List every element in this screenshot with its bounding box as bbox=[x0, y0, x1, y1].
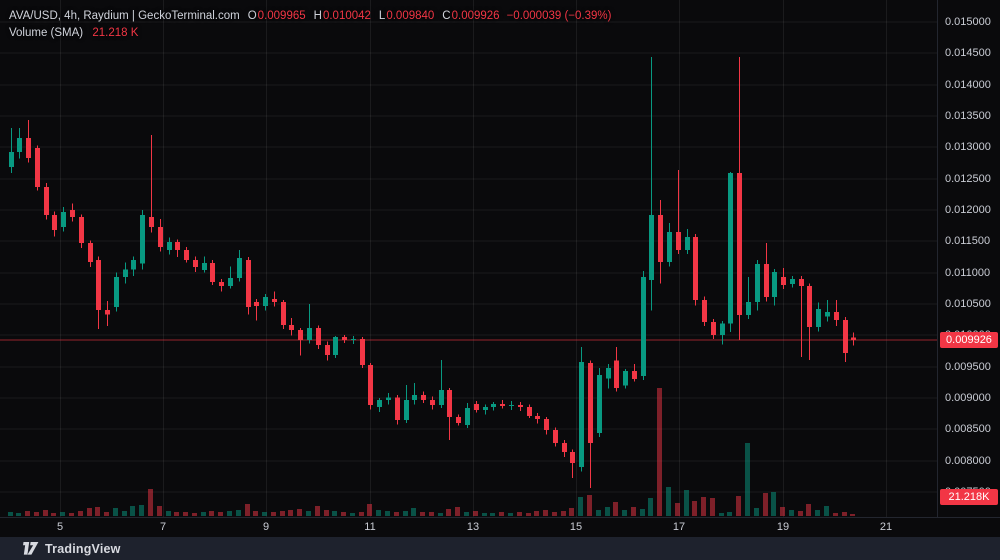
chart-legend: AVA/USD, 4h, Raydium | GeckoTerminal.com… bbox=[9, 8, 611, 42]
price-axis-label: 0.011500 bbox=[945, 235, 991, 248]
time-axis-label: 9 bbox=[262, 521, 270, 533]
change-value: −0.000039 (−0.39%) bbox=[506, 10, 612, 22]
price-axis-label: 0.011000 bbox=[945, 266, 991, 279]
price-axis-label: 0.013000 bbox=[945, 141, 991, 154]
volume-indicator-row: Volume (SMA) 21.218 K bbox=[9, 25, 611, 42]
price-axis-label: 0.008500 bbox=[945, 423, 991, 436]
price-axis[interactable]: 0.009926 21.218K 0.015000 0.014500 0.01400… bbox=[937, 0, 1000, 517]
tradingview-logo-icon bbox=[23, 542, 39, 555]
price-axis-label: 0.014500 bbox=[945, 47, 991, 60]
open-value: 0.009965 bbox=[257, 10, 306, 22]
price-axis-label: 0.012500 bbox=[945, 172, 991, 185]
price-axis-label: 0.009000 bbox=[945, 392, 991, 404]
time-axis-label: 7 bbox=[159, 521, 167, 533]
candlestick-chart-canvas[interactable] bbox=[0, 0, 937, 517]
open-label: O bbox=[247, 10, 257, 22]
low-label: L bbox=[378, 10, 386, 22]
symbol-ohlc-row: AVA/USD, 4h, Raydium | GeckoTerminal.com… bbox=[9, 8, 611, 25]
high-value: 0.010042 bbox=[322, 10, 371, 22]
close-label: C bbox=[442, 10, 451, 22]
symbol-title: AVA/USD, 4h, Raydium | GeckoTerminal.com bbox=[9, 10, 240, 22]
last-price-badge: 0.009926 bbox=[940, 331, 998, 348]
price-axis-label: 0.012000 bbox=[945, 204, 991, 216]
price-axis-label: 0.010500 bbox=[945, 298, 991, 310]
time-axis-label: 11 bbox=[364, 521, 376, 533]
time-axis-label: 5 bbox=[56, 521, 64, 533]
volume-sma-value: 21.218 K bbox=[92, 27, 139, 39]
volume-sma-label: Volume (SMA) bbox=[9, 27, 84, 39]
tradingview-link[interactable]: TradingView bbox=[22, 542, 121, 556]
price-axis-label: 0.009500 bbox=[945, 360, 991, 373]
close-value: 0.009926 bbox=[451, 10, 500, 22]
low-value: 0.009840 bbox=[386, 10, 435, 22]
price-axis-label: 0.013500 bbox=[945, 110, 991, 122]
price-axis-label: 0.008000 bbox=[945, 454, 991, 467]
time-axis-label: 21 bbox=[879, 521, 893, 533]
volume-badge: 21.218K bbox=[940, 489, 998, 505]
time-axis-label: 13 bbox=[466, 521, 480, 533]
price-axis-label: 0.014000 bbox=[945, 78, 991, 91]
time-axis-label: 15 bbox=[569, 521, 583, 533]
price-axis-label: 0.015000 bbox=[945, 16, 991, 28]
time-axis-label: 19 bbox=[776, 521, 790, 533]
tradingview-attribution-bar: TradingView bbox=[0, 537, 1000, 560]
time-axis[interactable]: 5 7 9 11 13 15 17 19 21 bbox=[0, 517, 1000, 538]
high-label: H bbox=[313, 10, 322, 22]
time-axis-label: 17 bbox=[672, 521, 686, 533]
tradingview-wordmark: TradingView bbox=[45, 541, 121, 556]
